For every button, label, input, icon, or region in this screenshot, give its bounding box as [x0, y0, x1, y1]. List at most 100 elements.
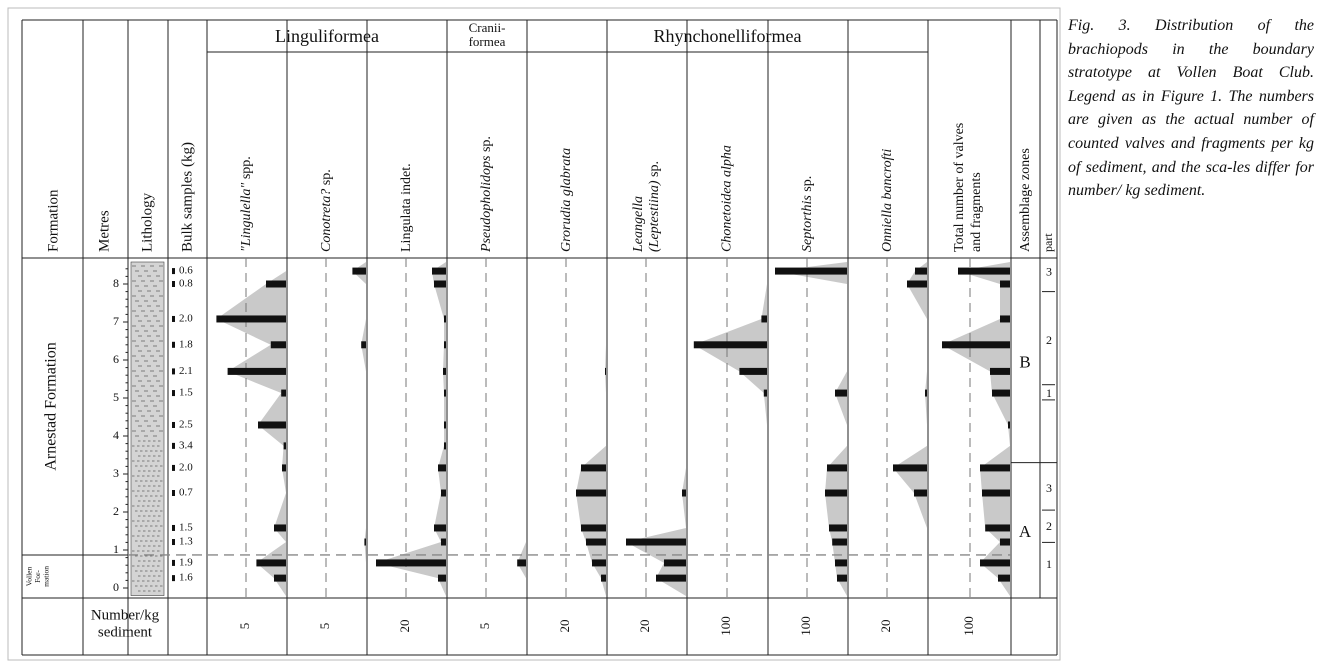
scale-label: 20	[397, 620, 412, 633]
count-bar	[739, 367, 767, 375]
sample-label: 0.8	[179, 278, 193, 290]
count-bar	[586, 538, 606, 546]
zone-part: 1	[1046, 557, 1052, 571]
taxon-label-part: Chonetoidea alpha	[720, 145, 735, 252]
sample-mark	[172, 281, 175, 287]
count-bar	[282, 464, 286, 472]
profile-envelope	[517, 262, 526, 596]
frame	[7, 7, 1061, 661]
metre-label: 6	[113, 352, 119, 366]
count-bar	[664, 559, 686, 567]
count-bar	[626, 538, 686, 546]
count-bar	[434, 524, 446, 532]
sample-label: 0.7	[179, 487, 193, 499]
zone-part: 3	[1046, 264, 1052, 278]
count-bar	[980, 559, 1010, 567]
count-bar	[352, 267, 366, 275]
count-bar	[907, 280, 927, 288]
metre-label: 2	[113, 504, 119, 518]
metre-label: 4	[113, 428, 119, 442]
count-bar	[990, 367, 1010, 375]
count-bar	[432, 267, 446, 275]
taxon-label: Pseudopholidops sp.	[479, 136, 494, 253]
count-bar	[434, 280, 446, 288]
scale-label: 100	[718, 616, 733, 636]
profile-envelope	[376, 262, 446, 596]
taxon-label: Lingulata indet.	[399, 163, 414, 252]
count-bar	[443, 367, 446, 375]
scale-label: 20	[878, 620, 893, 633]
caption: Fig. 3. Distribution of the brachiopods …	[1068, 17, 1314, 200]
taxon-label-part: spp.	[239, 156, 254, 182]
count-bar	[376, 559, 446, 567]
taxon-label: Chonetoidea alpha	[720, 145, 735, 252]
sample-label: 1.5	[179, 387, 193, 399]
count-bar	[982, 489, 1010, 497]
figure: Linguliformea Cranii-formea Rhynchonellifo…	[7, 7, 1061, 661]
count-bar	[281, 389, 286, 397]
taxon-label-part: sp.	[319, 169, 334, 188]
scale-row-label: sediment	[98, 624, 153, 640]
count-bar	[283, 442, 286, 450]
sample-mark	[172, 539, 175, 546]
count-bar	[980, 464, 1010, 472]
sample-mark	[172, 575, 175, 582]
column-label: Lithology	[139, 192, 155, 252]
count-bar	[1000, 315, 1010, 323]
count-bar	[444, 389, 446, 397]
count-bar	[581, 464, 606, 472]
zone-part: 2	[1046, 333, 1052, 347]
count-bar	[992, 389, 1010, 397]
sample-label: 0.6	[179, 265, 193, 277]
taxon-label-part: (Leptestiina)	[647, 180, 662, 252]
sample-mark	[172, 490, 175, 496]
count-bar	[270, 341, 286, 349]
count-bar	[605, 367, 606, 375]
taxon-label-part: Conotreta?	[319, 189, 334, 252]
count-bar	[693, 341, 767, 349]
scale-label: 20	[557, 620, 572, 633]
sample-mark	[172, 341, 175, 348]
taxon-label: Septorthis sp.	[800, 176, 815, 252]
sample-label: 1.8	[179, 338, 193, 350]
count-bar	[942, 341, 1010, 349]
scale-label: 100	[798, 616, 813, 636]
taxon-label-part: Onniella bancrofti	[880, 149, 895, 252]
count-bar	[266, 280, 286, 288]
count-bar	[656, 574, 686, 582]
zone-label: B	[1019, 353, 1030, 372]
taxon-label: Grorudia glabrata	[559, 148, 574, 252]
count-bar	[893, 464, 927, 472]
profile-envelope	[352, 262, 366, 596]
count-bar	[438, 574, 446, 582]
count-bar	[444, 442, 446, 450]
count-bar	[274, 524, 286, 532]
profile-envelope	[576, 262, 606, 596]
metre-label: 7	[113, 314, 119, 328]
taxon-label-part: Grorudia glabrata	[559, 148, 574, 252]
count-bar	[216, 315, 286, 323]
metre-label: 8	[113, 276, 119, 290]
group-label: Rhynchonelliformea	[654, 26, 802, 46]
taxon-label: Leangella	[631, 196, 646, 253]
count-bar	[998, 574, 1010, 582]
sample-mark	[172, 559, 175, 566]
lithology	[130, 261, 165, 596]
zone-part: 3	[1046, 481, 1052, 495]
taxon-label: Onniella bancrofti	[880, 149, 895, 252]
count-bar	[576, 489, 606, 497]
count-bar	[227, 367, 286, 375]
sample-label: 1.5	[179, 521, 193, 533]
count-bar	[444, 421, 446, 429]
profile-envelope	[893, 262, 927, 596]
taxon-label-part: Lingulata indet.	[399, 163, 414, 252]
sample-label: 3.4	[179, 439, 193, 451]
sample-label: 2.5	[179, 419, 193, 431]
scale-label: 5	[317, 623, 332, 630]
sample-label: 1.3	[179, 536, 193, 548]
taxon-label-part: sp.	[800, 176, 815, 195]
sample-mark	[172, 368, 175, 375]
count-bar	[825, 489, 847, 497]
count-bar	[835, 389, 847, 397]
